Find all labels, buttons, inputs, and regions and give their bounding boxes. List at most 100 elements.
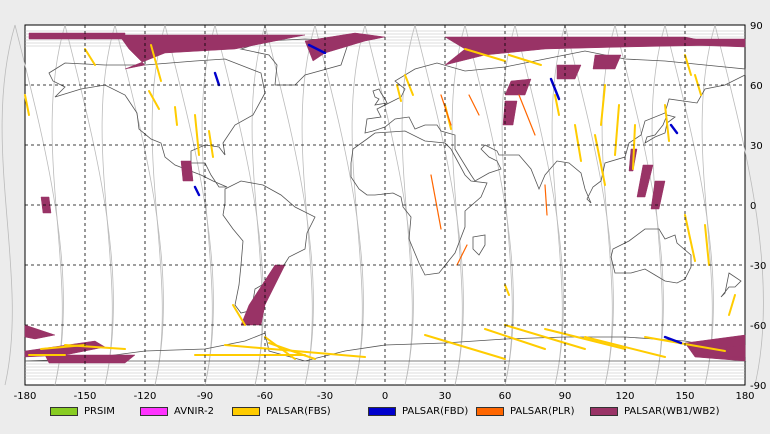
swath-fbs bbox=[194, 114, 200, 156]
swath-fbd bbox=[307, 43, 327, 55]
swath-fbs bbox=[554, 94, 560, 116]
swath-fbs bbox=[424, 334, 506, 360]
swath-fbs bbox=[232, 304, 246, 326]
legend-item: PRSIM bbox=[50, 404, 115, 418]
swath-plr bbox=[468, 94, 480, 116]
swath-plr bbox=[518, 94, 536, 136]
legend-item: PALSAR(PLR) bbox=[476, 404, 574, 418]
x-tick-label: 30 bbox=[439, 391, 452, 402]
swath-wb bbox=[650, 180, 666, 210]
x-tick-label: 0 bbox=[382, 391, 388, 402]
y-tick-label: 0 bbox=[750, 201, 756, 212]
y-tick-label: -30 bbox=[750, 261, 766, 272]
orbit-track bbox=[51, 24, 114, 386]
coastline-new-zealand bbox=[720, 272, 742, 298]
swath-fbs bbox=[544, 328, 626, 350]
lat-lon-grid bbox=[25, 25, 745, 385]
legend-item: PALSAR(WB1/WB2) bbox=[590, 404, 720, 418]
swath-wb bbox=[44, 354, 136, 364]
coastline-australia bbox=[610, 228, 692, 284]
swath-fbs bbox=[208, 130, 214, 158]
x-tick-label: 150 bbox=[675, 391, 694, 402]
coastline-north-america bbox=[48, 58, 266, 188]
legend-swatch bbox=[590, 406, 618, 416]
legend-swatch bbox=[368, 406, 396, 416]
orbit-track bbox=[401, 24, 464, 386]
swath-fbs bbox=[728, 294, 736, 316]
swath-wb bbox=[180, 160, 194, 182]
swath-fbs bbox=[684, 54, 692, 76]
orbit-track bbox=[101, 24, 164, 386]
x-tick-label: -30 bbox=[317, 391, 333, 402]
swath-fbs bbox=[704, 224, 710, 266]
x-tick-label: -90 bbox=[197, 391, 213, 402]
swath-fbs bbox=[664, 104, 670, 142]
x-tick-label: -60 bbox=[257, 391, 273, 402]
swath-fbs bbox=[148, 90, 160, 110]
y-tick-label: 90 bbox=[750, 21, 763, 32]
swath-plr bbox=[456, 244, 468, 266]
coastline-uk bbox=[372, 88, 388, 106]
legend-swatch bbox=[476, 406, 504, 416]
swath-fbs bbox=[224, 344, 366, 358]
swath-wb bbox=[28, 32, 126, 40]
swath-fbs bbox=[150, 44, 162, 82]
orbit-track bbox=[451, 24, 514, 386]
legend-label: PALSAR(FBD) bbox=[402, 405, 469, 417]
swath-fbs bbox=[24, 94, 30, 116]
swath-wb bbox=[714, 344, 746, 358]
legend-swatch bbox=[140, 406, 168, 416]
legend-item: PALSAR(FBS) bbox=[232, 404, 331, 418]
x-tick-label: 90 bbox=[559, 391, 572, 402]
y-tick-label: 60 bbox=[750, 81, 763, 92]
legend-label: PALSAR(WB1/WB2) bbox=[624, 405, 720, 417]
x-tick-label: -120 bbox=[134, 391, 157, 402]
coastline-eurasia bbox=[364, 50, 746, 204]
swath-plr bbox=[544, 184, 548, 216]
swath-fbs bbox=[632, 124, 636, 170]
swath-wb bbox=[504, 78, 532, 96]
swath-fbs bbox=[464, 48, 506, 62]
swath-fbd bbox=[213, 71, 221, 87]
swath-fbs bbox=[614, 104, 620, 156]
orbit-track bbox=[251, 24, 314, 386]
coastline-south-america bbox=[222, 180, 316, 314]
swath-fbd bbox=[663, 335, 683, 345]
swath-fbs bbox=[584, 336, 666, 358]
latitude-tick-labels: 90 60 30 0 -30 -60 -90 bbox=[750, 21, 766, 392]
swath-fbs bbox=[504, 284, 510, 296]
x-tick-label: -180 bbox=[14, 391, 37, 402]
orbit-track bbox=[1, 24, 64, 386]
swath-fbs bbox=[600, 84, 606, 126]
x-tick-label: 180 bbox=[735, 391, 754, 402]
swath-plr bbox=[440, 94, 452, 126]
legend: PRSIM AVNIR-2 PALSAR(FBS) PALSAR(FBD) PALSAR… bbox=[0, 400, 770, 422]
orbit-track bbox=[351, 24, 414, 386]
swath-wb bbox=[24, 324, 56, 340]
swath-fbs bbox=[484, 328, 546, 350]
swath-wb bbox=[636, 164, 654, 198]
x-tick-label: 60 bbox=[499, 391, 512, 402]
swath-fbs bbox=[508, 54, 542, 66]
legend-swatch bbox=[232, 406, 260, 416]
legend-item: PALSAR(FBD) bbox=[368, 404, 468, 418]
swath-fbd bbox=[549, 77, 561, 101]
coastlines bbox=[24, 38, 747, 362]
coastline-africa bbox=[350, 130, 488, 276]
legend-label: AVNIR-2 bbox=[174, 405, 214, 417]
swath-wb bbox=[684, 38, 746, 48]
legend-label: PALSAR(PLR) bbox=[510, 405, 575, 417]
y-tick-label: -60 bbox=[750, 321, 766, 332]
swath-fbs bbox=[84, 48, 96, 66]
legend-label: PALSAR(FBS) bbox=[266, 405, 331, 417]
x-tick-label: 120 bbox=[615, 391, 634, 402]
swath-wb bbox=[592, 54, 622, 70]
legend-item: AVNIR-2 bbox=[140, 404, 214, 418]
observation-swaths bbox=[24, 32, 746, 364]
orbit-track bbox=[301, 24, 364, 386]
swath-fbs bbox=[594, 134, 606, 186]
swath-fbd bbox=[193, 185, 201, 197]
swath-wb bbox=[556, 64, 582, 80]
swath-plr bbox=[430, 174, 442, 230]
